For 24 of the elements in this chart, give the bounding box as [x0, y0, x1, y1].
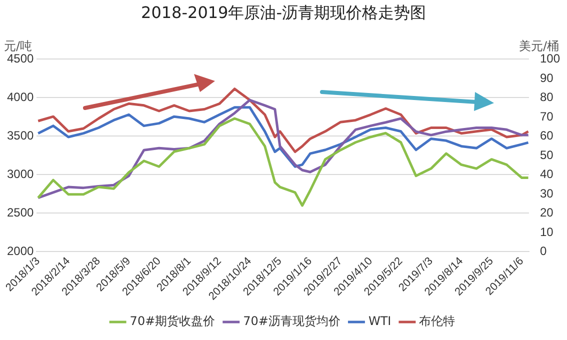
y2-tick-label: 100 — [540, 52, 560, 66]
y2-tick-label: 40 — [540, 167, 554, 182]
legend-label: WTI — [368, 314, 392, 328]
legend-label: 70#沥青现货均价 — [243, 314, 340, 328]
y2-tick-label: 90 — [540, 70, 554, 85]
y2-tick-label: 30 — [540, 186, 554, 200]
y-tick-label: 4000 — [6, 90, 34, 104]
y-tick-label: 3000 — [6, 167, 34, 182]
legend-label: 70#期货收盘价 — [130, 314, 216, 328]
legend-label: 布伦特 — [419, 314, 456, 328]
y2-axis-title: 美元/桶 — [518, 38, 559, 54]
y2-tick-label: 70 — [540, 109, 554, 124]
y2-tick-label: 60 — [540, 128, 554, 143]
y-tick-label: 2500 — [6, 206, 34, 220]
y2-tick-label: 10 — [540, 224, 554, 239]
y2-tick-label: 20 — [540, 206, 554, 220]
y-tick-label: 3500 — [6, 128, 34, 143]
y2-tick-label: 50 — [540, 148, 554, 162]
y-tick-label: 2000 — [6, 244, 34, 258]
y-axis-title: 元/吨 — [4, 38, 32, 54]
y2-tick-label: 0 — [540, 244, 547, 258]
y-tick-label: 4500 — [6, 52, 34, 66]
y2-tick-label: 80 — [540, 90, 554, 104]
chart-title: 2018-2019年原油-沥青期现价格走势图 — [141, 2, 426, 22]
